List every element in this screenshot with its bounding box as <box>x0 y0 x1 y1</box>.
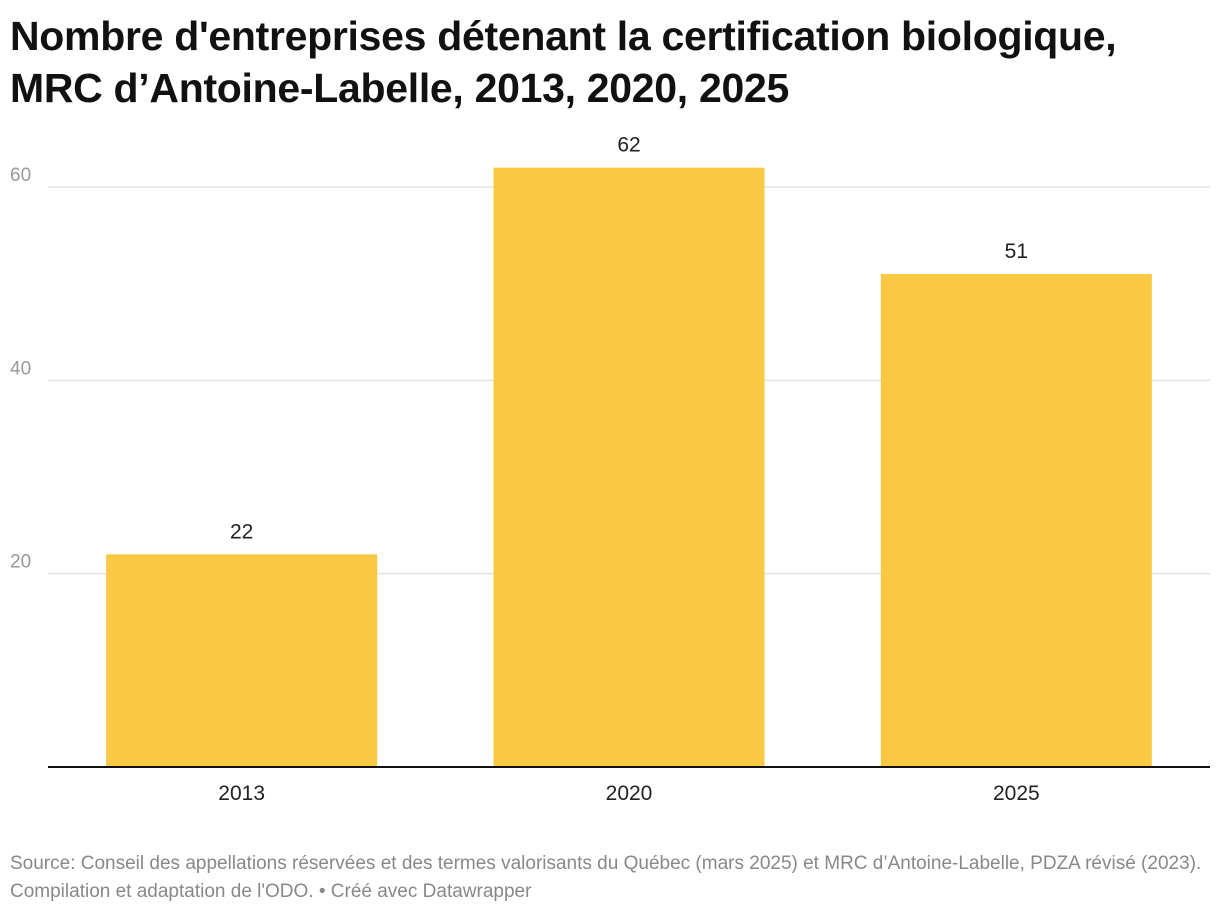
data-label: 22 <box>230 520 253 543</box>
source-note: Source: Conseil des appellations réservé… <box>10 853 1202 902</box>
x-tick-label: 2013 <box>218 782 265 805</box>
y-tick-label: 60 <box>10 165 31 186</box>
bar <box>880 274 1152 767</box>
bar <box>493 167 765 767</box>
x-tick-label: 2025 <box>993 782 1040 805</box>
y-tick-label: 20 <box>10 552 31 573</box>
x-tick-label: 2020 <box>606 782 653 805</box>
data-label: 62 <box>617 134 640 157</box>
chart-title: Nombre d'entreprises détenant la certifi… <box>10 13 1117 111</box>
y-tick-label: 40 <box>10 358 31 379</box>
data-label: 51 <box>1005 240 1028 263</box>
bar <box>106 554 378 767</box>
